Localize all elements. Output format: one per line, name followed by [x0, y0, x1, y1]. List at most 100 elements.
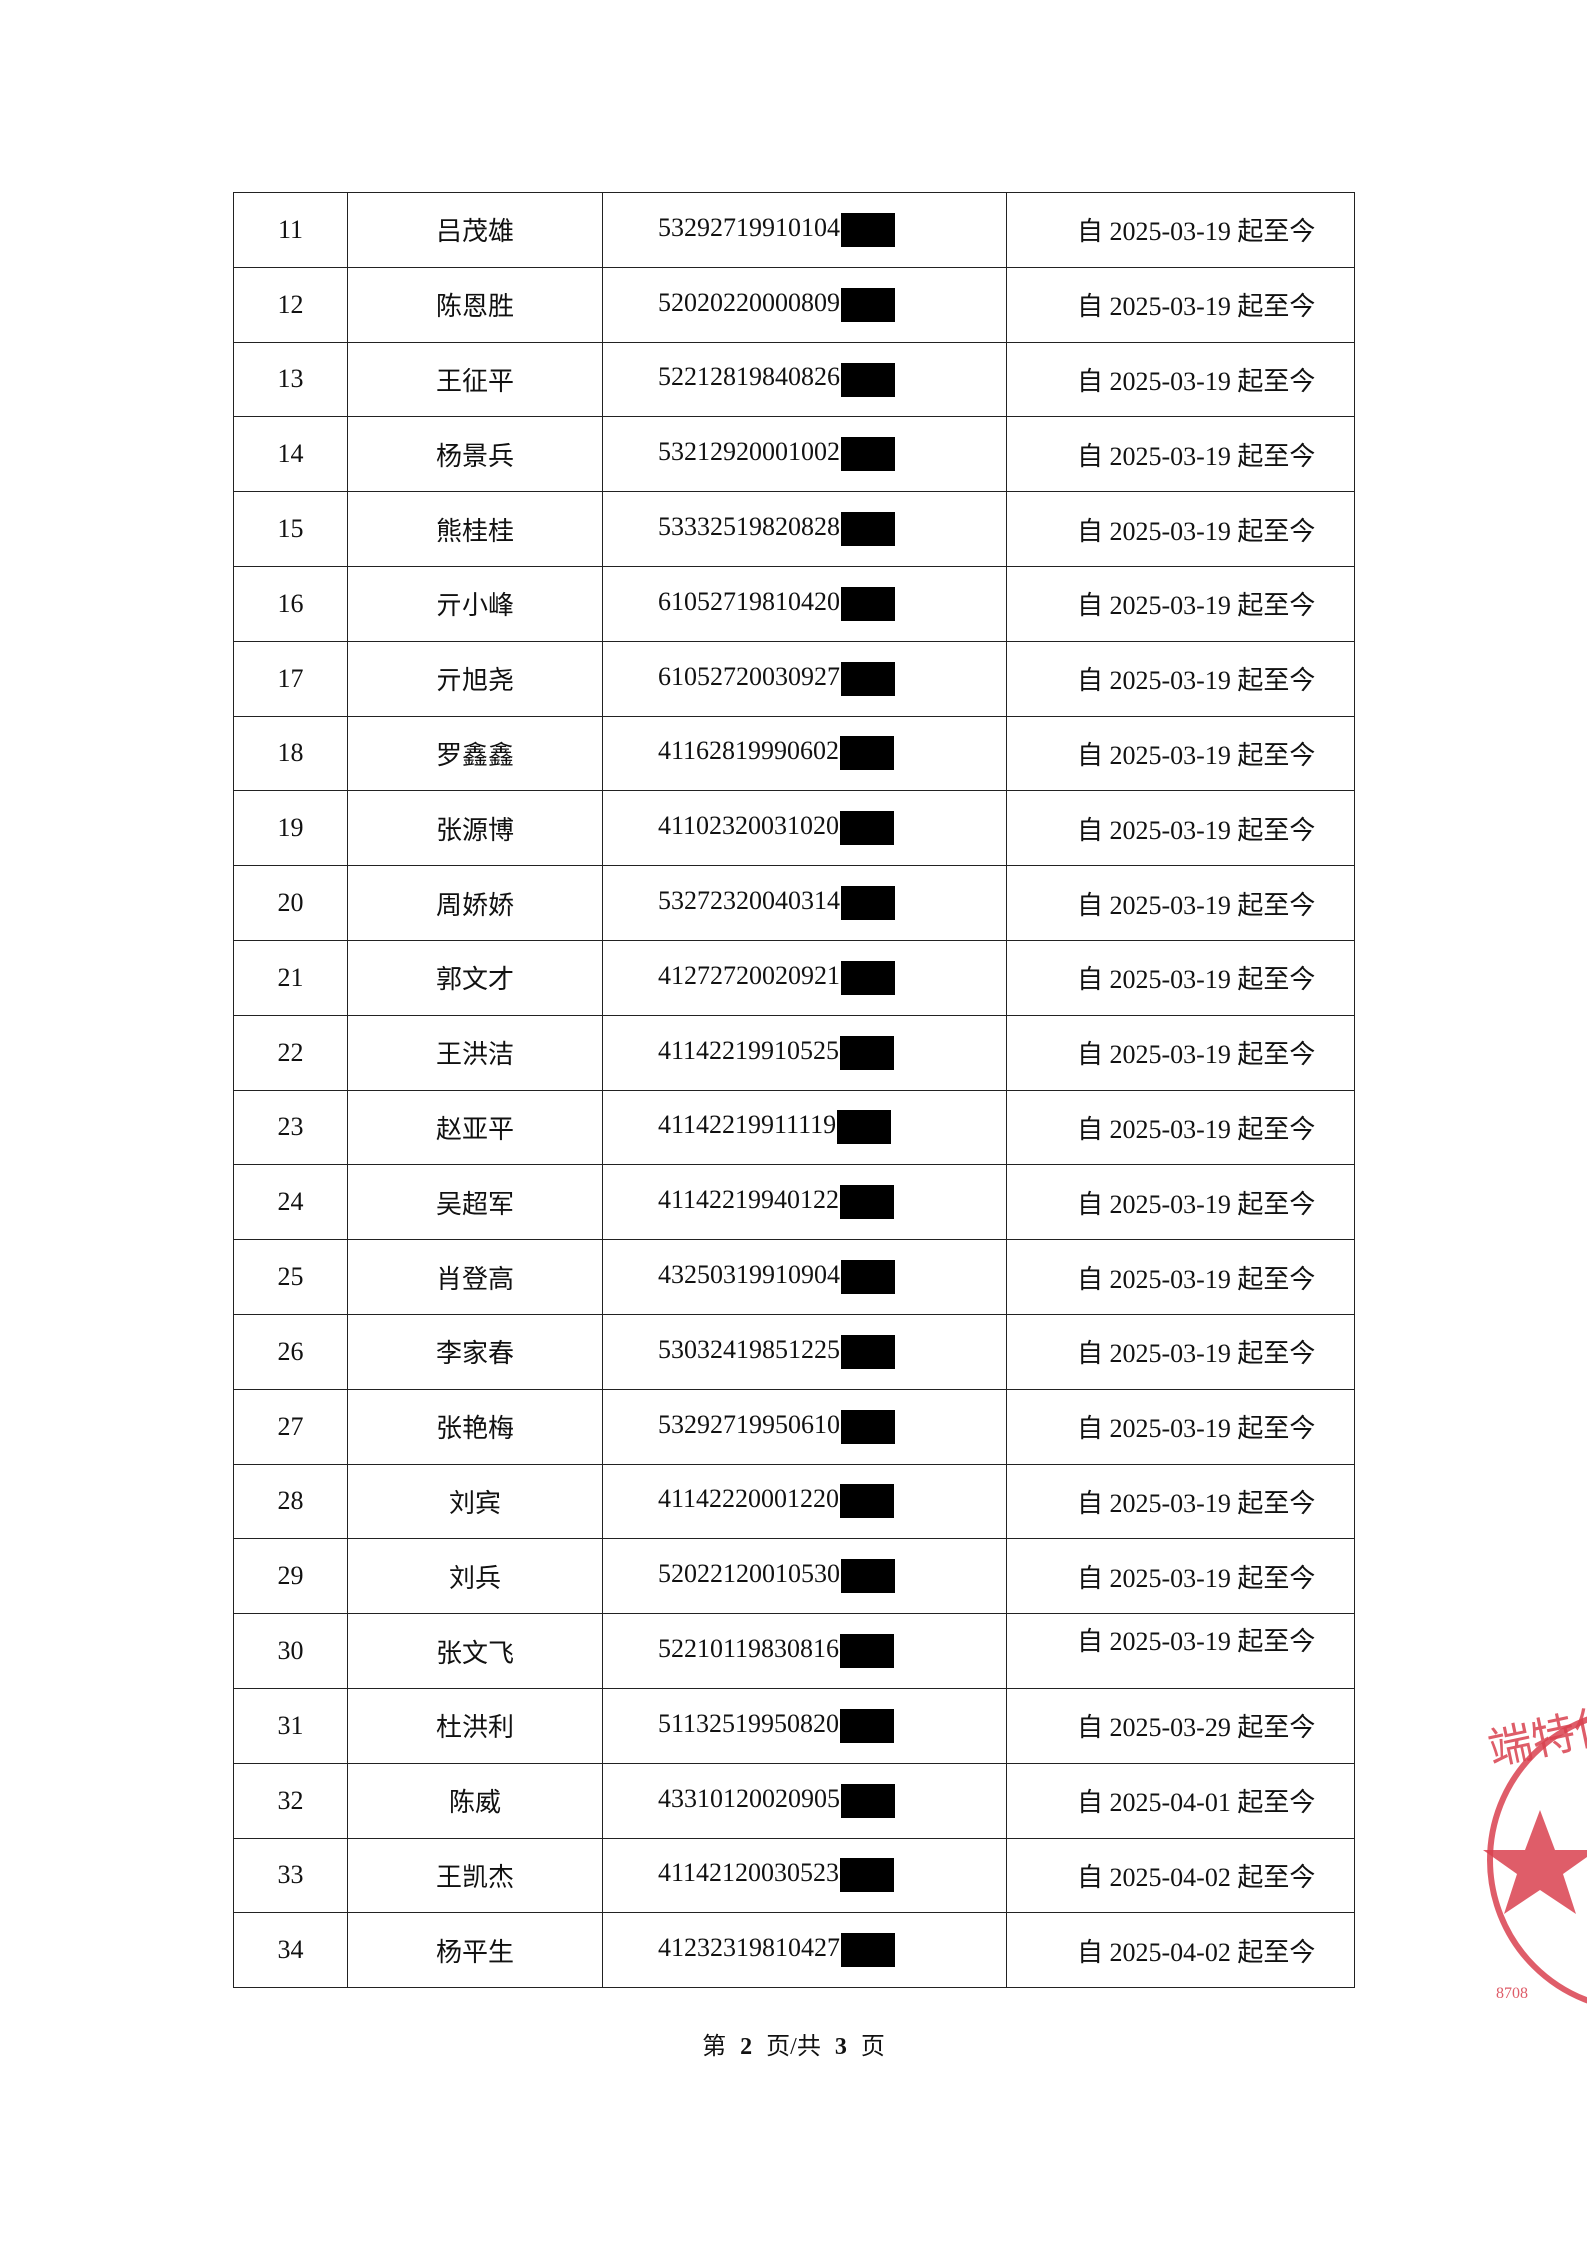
id-number: 41142120030523	[658, 1858, 840, 1888]
id-number: 53212920001002	[658, 437, 840, 467]
table-cell: 18	[233, 715, 348, 792]
period: 自 2025-03-19 起至今	[1077, 1414, 1316, 1444]
table-cell: 25	[233, 1239, 348, 1315]
table-cell: 53032419851225	[602, 1313, 1007, 1390]
table-row: 33 王凯杰 41142120030523 自 2025-04-02 起至今	[233, 1837, 1355, 1914]
table-cell: 自 2025-03-19 起至今	[1006, 790, 1355, 867]
table-cell: 24	[233, 1164, 348, 1241]
table-cell: 张源博	[347, 790, 603, 867]
table-cell: 自 2025-03-19 起至今	[1006, 1313, 1355, 1390]
name: 李家春	[435, 1339, 514, 1369]
name: 陈恩胜	[435, 292, 514, 322]
table-row: 13 王征平 52212819840826 自 2025-03-19 起至今	[233, 341, 1355, 418]
table-cell: 52210119830816	[602, 1613, 1007, 1689]
stamp-text: 端特供	[1484, 1699, 1587, 1774]
table-cell: 自 2025-03-19 起至今	[1006, 1089, 1355, 1166]
table-cell: 自 2025-03-19 起至今	[1006, 341, 1355, 418]
table-cell: 赵亚平	[347, 1089, 603, 1166]
table-cell: 14	[233, 416, 348, 493]
redaction	[840, 1484, 895, 1519]
id-number: 52210119830816	[658, 1634, 840, 1664]
table-cell: 17	[233, 640, 348, 717]
table-cell: 亓小峰	[347, 565, 603, 642]
redaction	[840, 1634, 895, 1669]
redaction	[841, 960, 895, 995]
table-row: 25 肖登高 43250319910904 自 2025-03-19 起至今	[233, 1239, 1355, 1315]
table-row: 20 周娇娇 53272320040314 自 2025-03-19 起至今	[233, 865, 1355, 941]
id-number: 52212819840826	[658, 362, 840, 392]
table-cell: 自 2025-03-19 起至今	[1006, 192, 1355, 268]
name: 张文飞	[435, 1638, 514, 1668]
table-cell: 自 2025-03-19 起至今	[1006, 1164, 1355, 1241]
table-cell: 61052719810420	[602, 565, 1007, 642]
id-number: 61052720030927	[658, 661, 840, 691]
table-cell: 自 2025-03-19 起至今	[1006, 640, 1355, 717]
id-number: 41102320031020	[658, 811, 840, 841]
id-number: 41142220001220	[658, 1484, 840, 1514]
name: 刘兵	[448, 1563, 501, 1593]
id-number: 41142219940122	[658, 1185, 840, 1215]
period: 自 2025-03-19 起至今	[1077, 1189, 1316, 1219]
footer-text: 页/共	[766, 2034, 821, 2060]
redaction	[841, 886, 895, 921]
table-cell: 19	[233, 790, 348, 867]
table-cell: 刘宾	[347, 1463, 603, 1540]
stamp-code: 8708	[1496, 1985, 1528, 2002]
period: 自 2025-03-19 起至今	[1077, 666, 1316, 696]
table-cell: 21	[233, 939, 348, 1016]
table-cell: 自 2025-03-19 起至今	[1006, 939, 1355, 1016]
table-row: 29 刘兵 52022120010530 自 2025-03-19 起至今	[233, 1538, 1355, 1615]
table-cell: 亓旭尧	[347, 640, 603, 717]
table-row: 14 杨景兵 53212920001002 自 2025-03-19 起至今	[233, 416, 1355, 493]
table-cell: 王洪洁	[347, 1014, 603, 1091]
row-number: 25	[277, 1262, 304, 1292]
table-cell: 32	[233, 1762, 348, 1839]
period: 自 2025-03-19 起至今	[1077, 441, 1316, 471]
row-number: 34	[277, 1935, 304, 1965]
table-cell: 28	[233, 1463, 348, 1540]
row-number: 26	[277, 1336, 304, 1366]
table-row: 21 郭文才 41272720020921 自 2025-03-19 起至今	[233, 939, 1355, 1016]
period: 自 2025-03-19 起至今	[1077, 740, 1316, 770]
table-cell: 53292719950610	[602, 1388, 1007, 1465]
table-cell: 41142120030523	[602, 1837, 1007, 1914]
table-cell: 20	[233, 865, 348, 941]
redaction	[841, 287, 895, 322]
row-number: 17	[277, 663, 304, 693]
row-number: 13	[277, 364, 304, 394]
table-cell: 杨平生	[347, 1912, 603, 1989]
period: 自 2025-03-29 起至今	[1077, 1713, 1316, 1743]
id-number: 51132519950820	[658, 1708, 840, 1738]
name: 吴超军	[435, 1189, 514, 1219]
table-cell: 杨景兵	[347, 416, 603, 493]
row-number: 14	[277, 439, 304, 469]
redaction	[841, 512, 895, 547]
name: 肖登高	[435, 1264, 514, 1294]
table-cell: 自 2025-03-29 起至今	[1006, 1687, 1355, 1764]
period: 自 2025-03-19 起至今	[1077, 1626, 1316, 1656]
row-number: 15	[277, 514, 304, 544]
period: 自 2025-04-02 起至今	[1077, 1937, 1316, 1967]
table-cell: 30	[233, 1613, 348, 1689]
table-row: 12 陈恩胜 52020220000809 自 2025-03-19 起至今	[233, 266, 1355, 343]
roster-table: 11 吕茂雄 53292719910104 自 2025-03-19 起至今 12 陈恩胜…	[233, 192, 1355, 1989]
table-cell: 陈威	[347, 1762, 603, 1839]
table-row: 17 亓旭尧 61052720030927 自 2025-03-19 起至今	[233, 640, 1355, 717]
redaction	[840, 811, 895, 846]
row-number: 12	[277, 289, 304, 319]
id-number: 52020220000809	[658, 287, 840, 317]
table-cell: 53272320040314	[602, 865, 1007, 941]
table-cell: 王凯杰	[347, 1837, 603, 1914]
name: 杨景兵	[435, 441, 514, 471]
table-cell: 12	[233, 266, 348, 343]
name: 赵亚平	[435, 1114, 514, 1144]
table-cell: 41142219940122	[602, 1164, 1007, 1241]
table-cell: 16	[233, 565, 348, 642]
name: 周娇娇	[435, 890, 514, 920]
row-number: 33	[277, 1860, 304, 1890]
name: 杨平生	[435, 1937, 514, 1967]
period: 自 2025-03-19 起至今	[1077, 1563, 1316, 1593]
period: 自 2025-04-02 起至今	[1077, 1862, 1316, 1892]
table-row: 28 刘宾 41142220001220 自 2025-03-19 起至今	[233, 1463, 1355, 1540]
table-cell: 李家春	[347, 1313, 603, 1390]
